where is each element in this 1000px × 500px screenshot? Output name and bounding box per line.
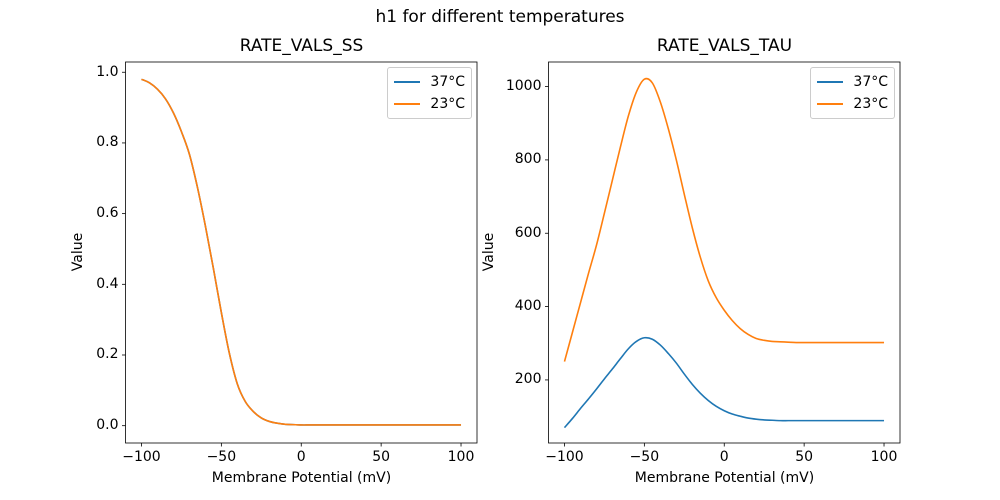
legend-label-37c: 37°C bbox=[430, 74, 465, 90]
x-tick-label: −50 bbox=[206, 449, 237, 465]
figure-suptitle: h1 for different temperatures bbox=[375, 7, 625, 27]
legend-line-23c-icon bbox=[817, 103, 843, 105]
y-tick-label: 200 bbox=[514, 371, 542, 388]
legend-label-23c: 23°C bbox=[853, 96, 888, 112]
legend-tau: 37°C 23°C bbox=[810, 67, 895, 119]
x-tick-label: 100 bbox=[870, 449, 898, 465]
y-tick-label: 0.6 bbox=[96, 205, 119, 222]
x-tick-label: 50 bbox=[372, 449, 391, 465]
legend-item-23c: 23°C bbox=[817, 95, 888, 113]
x-tick-label: 0 bbox=[296, 449, 306, 465]
legend-ss: 37°C 23°C bbox=[387, 67, 472, 119]
legend-item-37c: 37°C bbox=[394, 73, 465, 91]
legend-line-37c-icon bbox=[394, 81, 420, 83]
x-axis-label-tau: Membrane Potential (mV) bbox=[634, 470, 815, 486]
y-tick-label: 0.0 bbox=[96, 417, 119, 434]
x-tick-label: 50 bbox=[795, 449, 814, 465]
y-tick-label: 1000 bbox=[505, 78, 542, 95]
axes-title-ss: RATE_VALS_SS bbox=[239, 36, 364, 56]
x-tick-label: −100 bbox=[122, 449, 161, 465]
axes-title-tau: RATE_VALS_TAU bbox=[656, 36, 793, 56]
legend-line-23c-icon bbox=[394, 103, 420, 105]
y-tick-label: 600 bbox=[514, 224, 542, 241]
legend-item-37c: 37°C bbox=[817, 73, 888, 91]
x-axis-label-ss: Membrane Potential (mV) bbox=[211, 470, 392, 486]
legend-label-37c: 37°C bbox=[853, 74, 888, 90]
series-line-37c-ss bbox=[141, 78, 462, 426]
series-line-23c-tau bbox=[563, 77, 885, 362]
y-tick-label: 1.0 bbox=[96, 63, 119, 80]
series-line-23c-ss bbox=[141, 78, 462, 426]
y-tick-label: 0.4 bbox=[96, 275, 119, 292]
y-tick-label: 0.8 bbox=[96, 134, 119, 151]
y-tick-label: 0.2 bbox=[96, 346, 119, 363]
legend-label-23c: 23°C bbox=[430, 96, 465, 112]
series-line-37c-tau bbox=[563, 336, 885, 429]
x-tick-label: −50 bbox=[629, 449, 660, 465]
legend-item-23c: 23°C bbox=[394, 95, 465, 113]
y-tick-label: 400 bbox=[514, 298, 542, 315]
legend-line-37c-icon bbox=[817, 81, 843, 83]
x-tick-label: 0 bbox=[719, 449, 729, 465]
y-tick-label: 800 bbox=[514, 151, 542, 168]
x-tick-label: −100 bbox=[545, 449, 584, 465]
x-tick-label: 100 bbox=[447, 449, 475, 465]
